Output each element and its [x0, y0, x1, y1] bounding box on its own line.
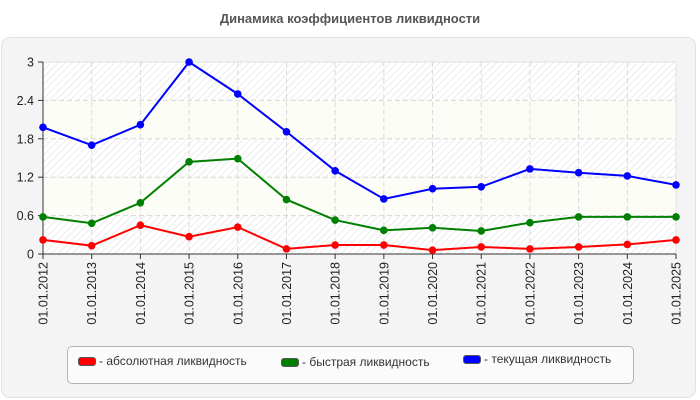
svg-text:01.01.2017: 01.01.2017	[280, 262, 294, 325]
svg-text:01.01.2021: 01.01.2021	[475, 262, 489, 325]
svg-text:01.01.2012: 01.01.2012	[37, 262, 51, 325]
svg-text:3: 3	[27, 56, 34, 70]
gridlines	[42, 61, 677, 255]
legend-item-current: - текущая ликвидность	[463, 352, 611, 366]
svg-text:0.6: 0.6	[17, 209, 34, 223]
svg-text:1.8: 1.8	[17, 132, 34, 146]
plot-background	[43, 62, 676, 254]
svg-text:01.01.2019: 01.01.2019	[377, 262, 391, 325]
svg-text:01.01.2024: 01.01.2024	[621, 262, 635, 325]
svg-text:01.01.2018: 01.01.2018	[329, 262, 343, 325]
svg-text:01.01.2016: 01.01.2016	[231, 262, 245, 325]
svg-text:01.01.2022: 01.01.2022	[523, 262, 537, 325]
legend-item-absolute: - абсолютная ликвидность	[78, 354, 247, 368]
data-series	[39, 58, 680, 254]
legend-swatch-blue	[463, 354, 481, 364]
legend-swatch-red	[78, 356, 96, 366]
legend-swatch-green	[281, 357, 299, 367]
svg-text:01.01.2023: 01.01.2023	[572, 262, 586, 325]
svg-text:01.01.2015: 01.01.2015	[183, 262, 197, 325]
svg-text:01.01.2020: 01.01.2020	[426, 262, 440, 325]
legend-item-quick: - быстрая ликвидность	[281, 355, 430, 369]
chart-title: Динамика коэффициентов ликвидности	[219, 11, 481, 26]
legend-label: - абсолютная ликвидность	[99, 354, 247, 368]
svg-text:2.4: 2.4	[17, 94, 34, 108]
svg-text:01.01.2025: 01.01.2025	[670, 262, 684, 325]
svg-text:0: 0	[27, 248, 34, 262]
legend-label: - быстрая ликвидность	[302, 355, 430, 369]
svg-text:1.2: 1.2	[17, 171, 34, 185]
axes: 0 0.6 1.2 1.8 2.4 3 01.01.2012 01.01.2013 01.01.…	[17, 56, 684, 325]
svg-text:01.01.2013: 01.01.2013	[85, 262, 99, 325]
legend: - абсолютная ликвидность - быстрая ликви…	[67, 346, 634, 384]
legend-label: - текущая ликвидность	[484, 352, 612, 366]
svg-text:01.01.2014: 01.01.2014	[134, 262, 148, 325]
